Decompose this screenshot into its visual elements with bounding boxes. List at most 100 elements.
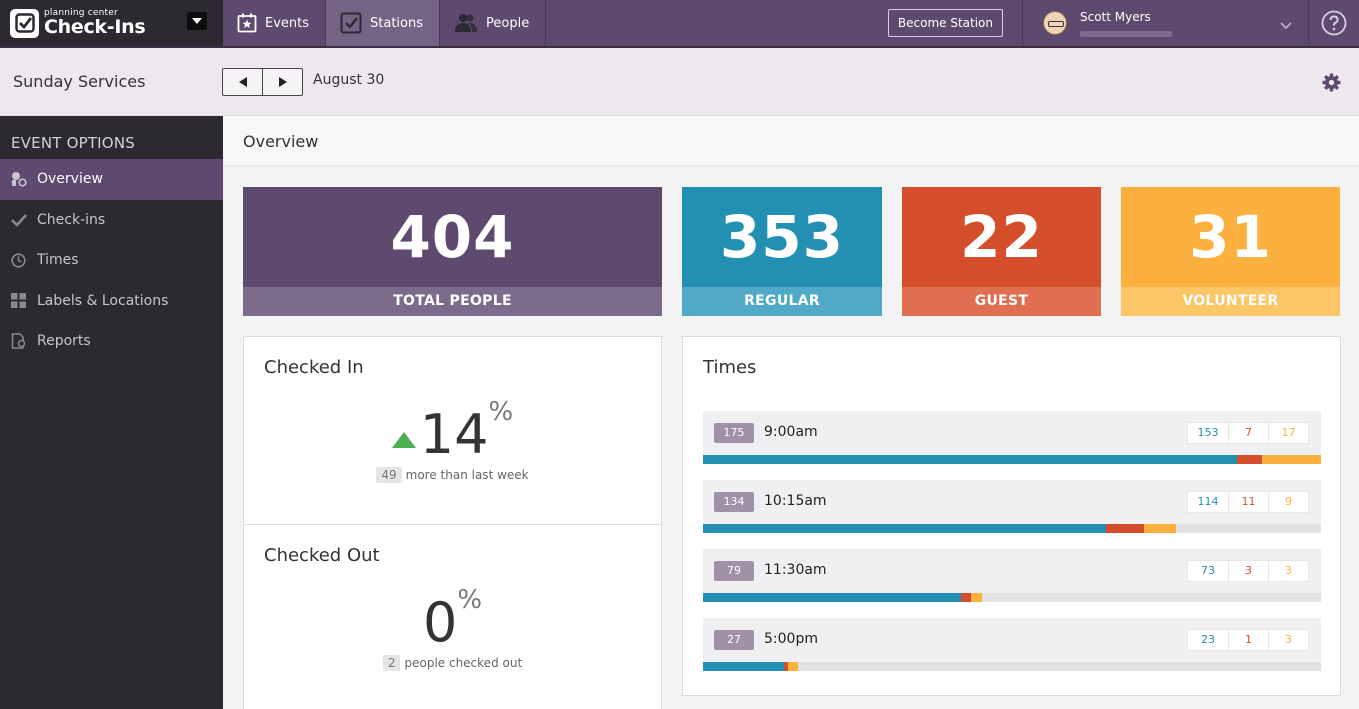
user-menu[interactable]: Scott Myers	[1022, 0, 1309, 46]
brand-small-text: planning center	[44, 8, 118, 18]
guest-count: 3	[1228, 561, 1268, 581]
sidebar-item-label: Times	[37, 252, 79, 269]
time-label: 5:00pm	[764, 631, 818, 647]
settings-button[interactable]	[1322, 73, 1341, 96]
sidebar-item-reports[interactable]: Reports	[0, 321, 223, 362]
become-station-button[interactable]: Become Station	[887, 9, 1003, 37]
regular-count: 23	[1201, 633, 1215, 646]
time-label: 9:00am	[764, 424, 818, 440]
sidebar: EVENT OPTIONS Overview Check-ins Times L…	[0, 116, 223, 709]
time-breakdown: 153 7 17	[1187, 422, 1309, 444]
checked-in-title: Checked In	[264, 357, 364, 378]
stat-regular: 353 REGULAR	[682, 187, 882, 316]
time-breakdown: 114 11 9	[1187, 491, 1309, 513]
arrow-left-icon	[238, 77, 247, 87]
next-date-button[interactable]	[262, 69, 302, 95]
guest-bar-segment	[1105, 524, 1145, 533]
caret-down-icon	[192, 18, 202, 24]
time-row[interactable]: 27 5:00pm 23 1 3	[703, 618, 1321, 671]
guest-count: 11	[1228, 492, 1268, 512]
user-name-block: Scott Myers	[1080, 10, 1172, 37]
sidebar-item-label: Labels & Locations	[37, 292, 169, 309]
checked-in-percent: 14%	[244, 397, 661, 466]
tab-events[interactable]: Events	[223, 0, 327, 46]
guest-count: 7	[1228, 423, 1268, 443]
stat-volunteer: 31 VOLUNTEER	[1121, 187, 1340, 316]
time-label: 10:15am	[764, 493, 827, 509]
percent-sign: %	[488, 397, 514, 427]
stat-label: VOLUNTEER	[1121, 287, 1340, 316]
app-switcher-dropdown[interactable]	[187, 12, 207, 30]
sidebar-heading: EVENT OPTIONS	[11, 134, 135, 152]
sidebar-list: Overview Check-ins Times Labels & Locati…	[0, 159, 223, 362]
stat-guest: 22 GUEST	[902, 187, 1101, 316]
percent-sign: %	[457, 585, 483, 615]
volunteer-bar-segment	[787, 662, 799, 671]
tab-stations[interactable]: Stations	[326, 0, 441, 46]
stat-value: 31	[1189, 203, 1272, 271]
time-breakdown: 73 3 3	[1187, 560, 1309, 582]
app-brand[interactable]: planning center Check-Ins	[0, 0, 223, 46]
stat-label: TOTAL PEOPLE	[243, 287, 662, 316]
time-row[interactable]: 79 11:30am 73 3 3	[703, 549, 1321, 602]
checked-in-percent-value: 14	[419, 403, 489, 466]
volunteer-bar-segment	[1261, 455, 1321, 464]
checked-in-note: 49 more than last week	[244, 467, 661, 483]
regular-bar-segment	[703, 662, 785, 671]
checked-in-note-text: more than last week	[405, 468, 529, 482]
previous-date-button[interactable]	[223, 69, 262, 95]
sidebar-item-overview[interactable]: Overview	[0, 159, 223, 200]
stat-label: REGULAR	[682, 287, 882, 316]
volunteer-count: 9	[1268, 492, 1308, 512]
guest-count: 1	[1228, 630, 1268, 650]
time-total-badge: 27	[714, 630, 754, 650]
count-pill: 49	[376, 467, 402, 483]
avatar	[1043, 11, 1067, 35]
brand-text: planning center Check-Ins	[44, 8, 146, 37]
count-pill: 2	[382, 655, 401, 671]
times-panel: Times 175 9:00am 153 7 17 134 10:15am 11…	[682, 336, 1341, 696]
attendance-bar	[703, 593, 1321, 602]
station-check-icon	[340, 12, 362, 34]
user-name: Scott Myers	[1080, 9, 1151, 24]
regular-bar-segment	[703, 524, 1106, 533]
checked-out-percent: 0%	[244, 585, 661, 654]
checked-out-section: Checked Out 0% 2 people checked out	[244, 524, 661, 709]
volunteer-bar-segment	[971, 593, 982, 602]
sidebar-item-labels-locations[interactable]: Labels & Locations	[0, 281, 223, 322]
sidebar-item-label: Reports	[37, 333, 91, 350]
time-row[interactable]: 134 10:15am 114 11 9	[703, 480, 1321, 533]
volunteer-bar-segment	[1144, 524, 1177, 533]
checkmark-icon	[11, 213, 37, 227]
top-nav: planning center Check-Ins Events Station…	[0, 0, 1359, 48]
regular-bar-segment	[703, 593, 961, 602]
volunteer-count: 17	[1268, 423, 1308, 443]
time-total-badge: 79	[714, 561, 754, 581]
checked-out-note-text: people checked out	[404, 656, 523, 670]
time-row[interactable]: 175 9:00am 153 7 17	[703, 411, 1321, 464]
times-title: Times	[703, 357, 757, 378]
tab-people[interactable]: People	[440, 0, 547, 46]
sidebar-item-label: Overview	[37, 171, 103, 188]
checked-out-percent-value: 0	[422, 591, 458, 654]
stat-value: 404	[390, 203, 515, 271]
page-title: Overview	[223, 116, 1359, 166]
regular-count: 73	[1201, 564, 1215, 577]
checked-out-note: 2 people checked out	[244, 655, 661, 671]
chevron-down-icon	[1280, 15, 1292, 34]
regular-bar-segment	[703, 455, 1238, 464]
attendance-bar	[703, 662, 1321, 671]
sidebar-item-times[interactable]: Times	[0, 240, 223, 281]
tab-events-label: Events	[265, 15, 310, 31]
time-total-badge: 175	[714, 423, 754, 443]
volunteer-count: 3	[1268, 561, 1308, 581]
sidebar-item-label: Check-ins	[37, 211, 106, 228]
overview-icon	[11, 171, 37, 187]
guest-bar-segment	[960, 593, 972, 602]
nav-spacer	[546, 0, 888, 46]
time-label: 11:30am	[764, 562, 827, 578]
stat-total-people: 404 TOTAL PEOPLE	[243, 187, 662, 316]
grid-icon	[11, 293, 37, 309]
help-button[interactable]	[1309, 0, 1359, 46]
sidebar-item-check-ins[interactable]: Check-ins	[0, 200, 223, 241]
